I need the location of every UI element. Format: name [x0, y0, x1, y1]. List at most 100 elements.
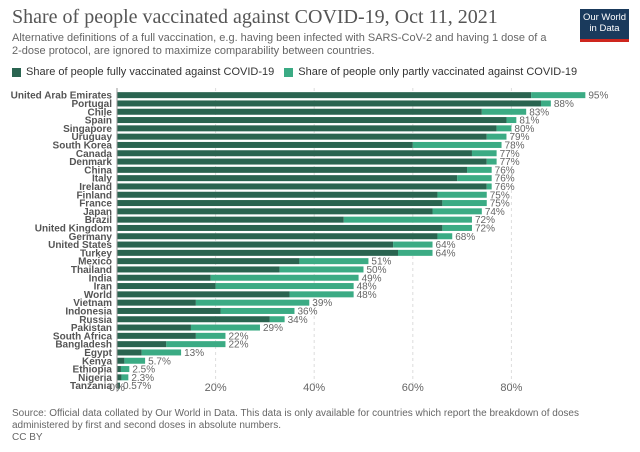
bar-partly-vaccinated[interactable]	[486, 133, 507, 140]
bar-partly-vaccinated[interactable]	[486, 158, 497, 165]
bar-fully-vaccinated[interactable]	[117, 200, 443, 207]
bar-partly-vaccinated[interactable]	[289, 291, 354, 298]
bar-partly-vaccinated[interactable]	[457, 175, 492, 182]
bar-partly-vaccinated[interactable]	[220, 307, 295, 314]
bar-partly-vaccinated[interactable]	[481, 108, 527, 115]
bar-fully-vaccinated[interactable]	[117, 258, 300, 265]
bar-partly-vaccinated[interactable]	[467, 166, 492, 173]
value-label: 0.57%	[123, 381, 151, 392]
category-label: Turkey	[80, 248, 112, 259]
bar-fully-vaccinated[interactable]	[117, 100, 541, 107]
bar-partly-vaccinated[interactable]	[299, 258, 369, 265]
category-label: Portugal	[71, 99, 112, 110]
value-label: 79%	[509, 132, 529, 143]
bar-partly-vaccinated[interactable]	[442, 224, 472, 231]
bar-fully-vaccinated[interactable]	[117, 150, 472, 157]
value-label: 36%	[297, 306, 317, 317]
bar-partly-vaccinated[interactable]	[531, 92, 586, 99]
bar-fully-vaccinated[interactable]	[117, 357, 125, 364]
x-tick-label: 20%	[205, 382, 227, 394]
bar-fully-vaccinated[interactable]	[117, 133, 487, 140]
bar-fully-vaccinated[interactable]	[117, 249, 399, 256]
bar-fully-vaccinated[interactable]	[117, 191, 438, 198]
bar-fully-vaccinated[interactable]	[117, 216, 344, 223]
bar-fully-vaccinated[interactable]	[117, 224, 443, 231]
bar-fully-vaccinated[interactable]	[117, 141, 413, 148]
value-label: 48%	[357, 290, 377, 301]
bar-partly-vaccinated[interactable]	[412, 141, 502, 148]
bar-partly-vaccinated[interactable]	[190, 324, 260, 331]
category-label: South Africa	[53, 331, 113, 342]
bar-fully-vaccinated[interactable]	[117, 291, 290, 298]
bar-fully-vaccinated[interactable]	[117, 283, 216, 290]
category-label: Thailand	[71, 265, 112, 276]
bar-partly-vaccinated[interactable]	[343, 216, 472, 223]
category-label: United Kingdom	[35, 223, 112, 234]
value-label: 49%	[362, 273, 382, 284]
bar-partly-vaccinated[interactable]	[215, 283, 354, 290]
bar-fully-vaccinated[interactable]	[117, 382, 120, 389]
bar-partly-vaccinated[interactable]	[398, 249, 433, 256]
owid-logo[interactable]: Our World in Data	[580, 9, 629, 42]
chart-subtitle: Alternative definitions of a full vaccin…	[12, 32, 547, 57]
bar-fully-vaccinated[interactable]	[117, 92, 532, 99]
category-label: Mexico	[78, 257, 112, 268]
bar-partly-vaccinated[interactable]	[195, 332, 226, 339]
bar-fully-vaccinated[interactable]	[117, 108, 482, 115]
category-label: World	[84, 290, 112, 301]
value-label: 72%	[475, 223, 495, 234]
bar-partly-vaccinated[interactable]	[195, 299, 310, 306]
bar-fully-vaccinated[interactable]	[117, 341, 167, 348]
bar-fully-vaccinated[interactable]	[117, 299, 196, 306]
category-label: India	[89, 273, 113, 284]
value-label: 22%	[228, 340, 248, 351]
bar-partly-vaccinated[interactable]	[437, 233, 453, 240]
bar-fully-vaccinated[interactable]	[117, 374, 122, 381]
bar-partly-vaccinated[interactable]	[141, 349, 182, 356]
bar-fully-vaccinated[interactable]	[117, 332, 196, 339]
bar-partly-vaccinated[interactable]	[496, 125, 512, 132]
bar-fully-vaccinated[interactable]	[117, 183, 487, 190]
bar-partly-vaccinated[interactable]	[442, 200, 487, 207]
bar-fully-vaccinated[interactable]	[117, 158, 487, 165]
bar-partly-vaccinated[interactable]	[269, 316, 285, 323]
bar-fully-vaccinated[interactable]	[117, 175, 458, 182]
bar-fully-vaccinated[interactable]	[117, 316, 270, 323]
bar-fully-vaccinated[interactable]	[117, 241, 394, 248]
category-label: United States	[48, 240, 112, 251]
category-label: Russia	[79, 315, 112, 326]
bar-partly-vaccinated[interactable]	[210, 274, 359, 281]
legend-item-fully[interactable]: Share of people fully vaccinated against…	[12, 66, 274, 78]
bar-fully-vaccinated[interactable]	[117, 233, 438, 240]
bar-fully-vaccinated[interactable]	[117, 307, 221, 314]
bar-fully-vaccinated[interactable]	[117, 117, 507, 124]
legend-item-partly[interactable]: Share of people only partly vaccinated a…	[284, 66, 577, 78]
bar-partly-vaccinated[interactable]	[486, 183, 492, 190]
bar-fully-vaccinated[interactable]	[117, 166, 468, 173]
bar-fully-vaccinated[interactable]	[117, 349, 142, 356]
bar-fully-vaccinated[interactable]	[117, 366, 121, 373]
category-label: Denmark	[69, 157, 112, 168]
bar-partly-vaccinated[interactable]	[120, 366, 130, 373]
bar-fully-vaccinated[interactable]	[117, 274, 211, 281]
bar-partly-vaccinated[interactable]	[471, 150, 497, 157]
category-label: Japan	[83, 207, 112, 218]
value-label: 2.3%	[131, 373, 154, 384]
bar-fully-vaccinated[interactable]	[117, 125, 497, 132]
value-label: 77%	[500, 157, 520, 168]
bar-partly-vaccinated[interactable]	[124, 357, 146, 364]
value-label: 76%	[495, 165, 515, 176]
bar-fully-vaccinated[interactable]	[117, 324, 191, 331]
value-label: 76%	[495, 182, 515, 193]
bar-fully-vaccinated[interactable]	[117, 266, 280, 273]
license-link[interactable]: CC BY	[12, 432, 43, 443]
bar-partly-vaccinated[interactable]	[437, 191, 487, 198]
bar-partly-vaccinated[interactable]	[540, 100, 551, 107]
bar-partly-vaccinated[interactable]	[506, 117, 517, 124]
bar-fully-vaccinated[interactable]	[117, 208, 433, 215]
bar-partly-vaccinated[interactable]	[393, 241, 433, 248]
bar-partly-vaccinated[interactable]	[121, 374, 129, 381]
bar-partly-vaccinated[interactable]	[432, 208, 482, 215]
bar-partly-vaccinated[interactable]	[279, 266, 364, 273]
bar-partly-vaccinated[interactable]	[166, 341, 226, 348]
